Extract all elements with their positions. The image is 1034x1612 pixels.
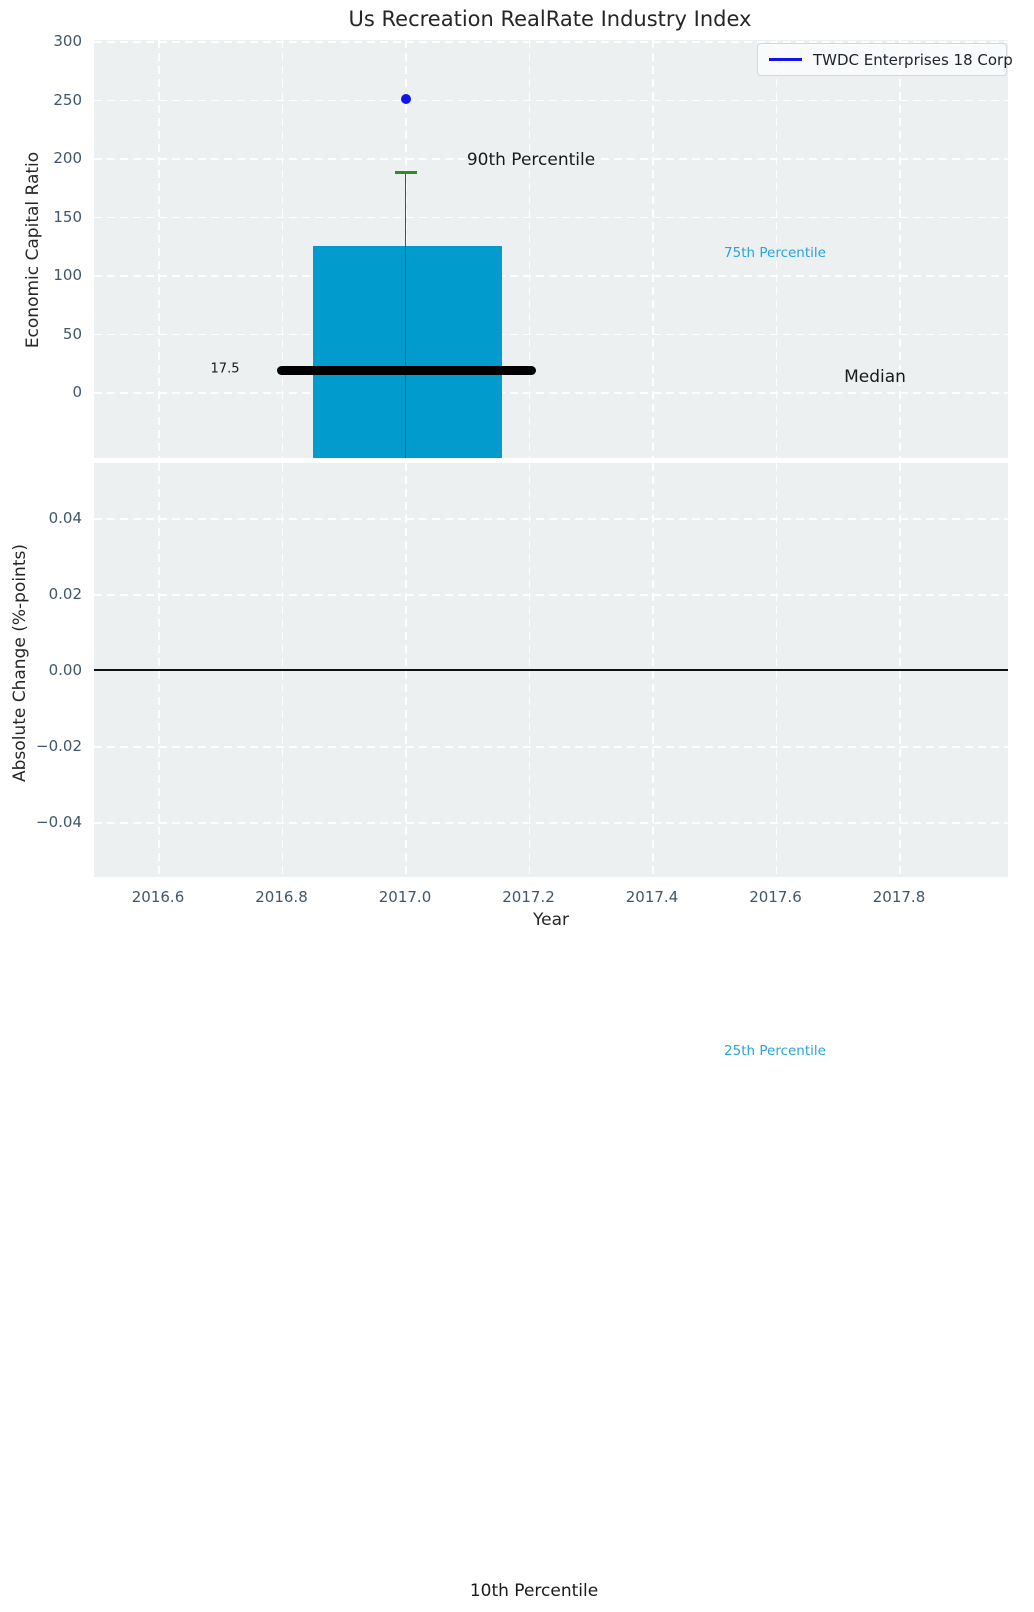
gridline-v xyxy=(281,40,283,458)
boxplot-90th-percentile-cap xyxy=(395,171,417,174)
annotation-median: Median xyxy=(844,367,906,387)
legend-label: TWDC Enterprises 18 Corp xyxy=(813,50,1013,69)
x-tick-label: 2017.8 xyxy=(872,888,926,906)
y-tick-label: 200 xyxy=(53,149,82,167)
zero-reference-line xyxy=(94,669,1008,671)
x-axis-label: Year xyxy=(533,910,569,930)
gridline-h xyxy=(94,216,1008,218)
gridline-h xyxy=(94,41,1008,43)
y-tick-label: −0.02 xyxy=(36,737,82,755)
annotation-25th-percentile: 25th Percentile xyxy=(724,1043,826,1059)
boxplot-whisker xyxy=(404,173,407,458)
x-tick-label: 2017.0 xyxy=(378,888,432,906)
x-tick-label: 2017.4 xyxy=(625,888,679,906)
gridline-v xyxy=(652,40,654,458)
x-tick-label: 2016.6 xyxy=(131,888,185,906)
y-axis-label-top: Economic Capital Ratio xyxy=(23,151,43,349)
annotation-10th-percentile: 10th Percentile xyxy=(469,1581,599,1601)
bottom-subplot-panel xyxy=(94,463,1008,877)
gridline-h xyxy=(94,518,1008,520)
y-tick-label: 0.04 xyxy=(48,509,82,527)
y-tick-label: 100 xyxy=(53,266,82,284)
y-tick-label: 150 xyxy=(53,207,82,226)
y-tick-label: 0 xyxy=(72,383,82,401)
gridline-v xyxy=(899,40,901,458)
boxplot-median-line xyxy=(277,365,536,375)
gridline-v xyxy=(775,40,777,458)
y-tick-label: 300 xyxy=(53,32,82,50)
gridline-h xyxy=(94,333,1008,335)
x-tick-label: 2017.6 xyxy=(749,888,802,906)
annotation-75th-percentile: 75th Percentile xyxy=(724,245,826,261)
y-tick-label: 250 xyxy=(53,90,82,109)
median-value-label: 17.5 xyxy=(210,361,240,377)
chart-title: Us Recreation RealRate Industry Index xyxy=(348,7,752,31)
gridline-h xyxy=(94,822,1008,824)
y-axis-label-bottom: Absolute Change (%-points) xyxy=(10,544,30,782)
y-tick-label: 0.02 xyxy=(48,585,82,603)
y-tick-label: −0.04 xyxy=(36,813,82,831)
annotation-90th-percentile: 90th Percentile xyxy=(466,150,596,170)
gridline-h xyxy=(94,275,1008,277)
gridline-h xyxy=(94,392,1008,394)
y-tick-label: 0.00 xyxy=(48,661,82,679)
gridline-h xyxy=(94,594,1008,596)
legend-line-sample xyxy=(769,58,802,61)
gridline-h xyxy=(94,746,1008,748)
x-tick-label: 2016.8 xyxy=(255,888,308,906)
x-tick-label: 2017.2 xyxy=(502,888,555,906)
boxplot-iqr-box xyxy=(313,246,502,458)
gridline-v xyxy=(158,40,160,458)
gridline-v xyxy=(528,40,530,458)
y-tick-label: 50 xyxy=(62,324,82,343)
gridline-h xyxy=(94,158,1008,160)
gridline-h xyxy=(94,99,1008,101)
company-data-point xyxy=(401,94,411,104)
top-subplot-panel: 17.5 90th Percentile 75th Percentile Med… xyxy=(94,40,1013,458)
legend: TWDC Enterprises 18 Corp xyxy=(757,43,1013,76)
